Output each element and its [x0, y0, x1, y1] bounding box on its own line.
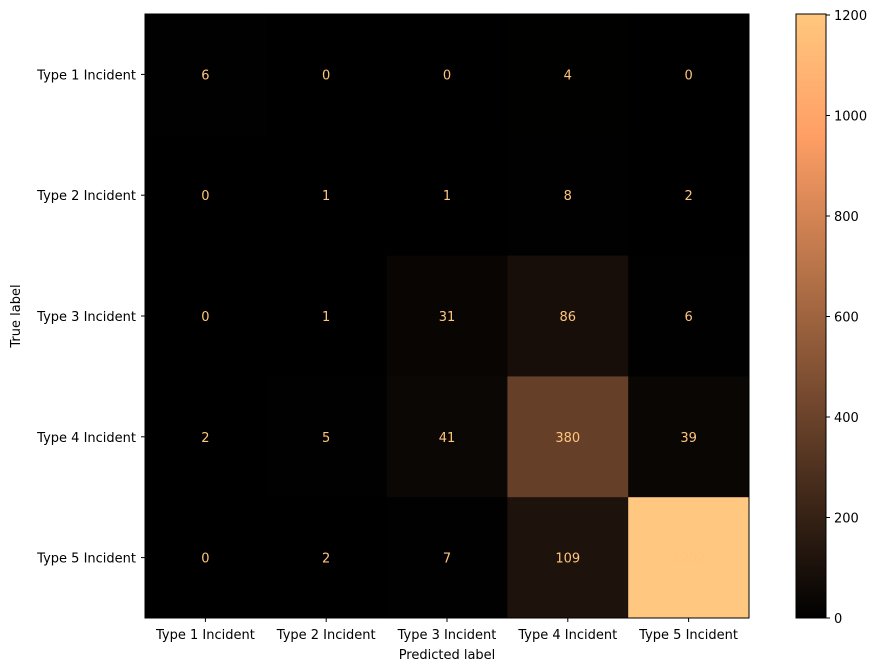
- heatmap-cell: [386, 497, 508, 619]
- cell-value-label: 5: [322, 431, 330, 446]
- heatmap-cell: [265, 376, 388, 498]
- colorbar-tick-label: 400: [834, 411, 859, 426]
- heatmap-cell: [628, 255, 750, 377]
- y-axis-label: True label: [9, 284, 24, 348]
- cell-value-label: 6: [684, 310, 692, 325]
- x-tick-label: Type 1 Incident: [155, 628, 255, 643]
- heatmap-cell: [265, 134, 388, 257]
- cell-value-label: 2: [201, 431, 209, 446]
- cell-value-label: 2: [684, 189, 692, 204]
- x-tick-label: Type 3 Incident: [397, 628, 497, 643]
- heatmap-cell: [628, 497, 750, 619]
- heatmap-cell: [628, 14, 750, 136]
- cell-value-label: 380: [555, 431, 580, 446]
- heatmap-cell: [145, 376, 267, 498]
- cell-value-label: 0: [322, 68, 330, 83]
- heatmap-cell: [386, 255, 508, 377]
- colorbar-tick-label: 1200: [834, 9, 867, 24]
- heatmap-cell: [145, 14, 267, 136]
- x-axis-label: Predicted label: [399, 648, 496, 663]
- cell-value-label: 1: [322, 189, 330, 204]
- cell-value-label: 4: [564, 68, 572, 83]
- heatmap-cell: [386, 14, 508, 136]
- x-axis-ticks: Type 1 Incident Type 2 Incident Type 3 Inc…: [155, 618, 738, 643]
- cell-value-label: 0: [443, 68, 451, 83]
- cell-value-label: 41: [439, 431, 456, 446]
- y-tick-label: Type 5 Incident: [36, 552, 136, 567]
- cell-value-label: 31: [439, 310, 456, 325]
- cell-value-label: 0: [684, 68, 692, 83]
- colorbar-ticks: 0 200 400 600 800 1000 1200: [826, 9, 867, 627]
- y-tick-label: Type 2 Incident: [36, 189, 136, 204]
- colorbar-tick-label: 1000: [834, 110, 867, 125]
- y-tick-label: Type 4 Incident: [36, 431, 136, 446]
- cell-value-label: 2: [322, 552, 330, 567]
- cell-value-label: 1: [443, 189, 451, 204]
- cell-value-label: 7: [443, 552, 451, 567]
- heatmap-cell: [265, 497, 388, 619]
- cell-value-label: 0: [201, 552, 209, 567]
- cell-value-label: 109: [555, 552, 580, 567]
- heatmap-cell: [507, 134, 629, 257]
- heatmap-cell: [628, 134, 750, 257]
- colorbar-tick-label: 800: [834, 210, 859, 225]
- heatmap-cell: [507, 376, 629, 498]
- colorbar: [795, 13, 827, 619]
- heatmap-cell: [145, 134, 267, 257]
- cell-value-label: 0: [201, 189, 209, 204]
- cell-value-label: 0: [201, 310, 209, 325]
- heatmap-cell: [628, 376, 750, 498]
- heatmap-cell: [507, 497, 629, 619]
- y-axis-ticks: Type 1 Incident Type 2 Incident Type 3 Inc…: [36, 68, 145, 567]
- y-tick-label: Type 1 Incident: [36, 68, 136, 83]
- cell-value-label: 8: [564, 189, 572, 204]
- heatmap-cell: [265, 14, 388, 136]
- cell-value-label: 1202: [672, 552, 705, 567]
- heatmap-cell: [265, 255, 388, 377]
- colorbar-tick-label: 0: [834, 612, 842, 627]
- cell-value-label: 6: [201, 68, 209, 83]
- cell-value-label: 1: [322, 310, 330, 325]
- x-tick-label: Type 5 Incident: [638, 628, 738, 643]
- heatmap-cell: [145, 497, 267, 619]
- heatmap-cell: [507, 255, 629, 377]
- heatmap-cell: [386, 134, 508, 257]
- colorbar-tick-label: 600: [834, 311, 859, 326]
- x-tick-label: Type 2 Incident: [276, 628, 376, 643]
- heatmap-cell: [145, 255, 267, 377]
- heatmap-cell: [507, 14, 629, 136]
- heatmap-cells: 6 0 0 4 0 0 1 1 8 2 0 1 31 86 6 2 5 41 380 39 0 2 7 109 1202: [145, 14, 750, 619]
- y-tick-label: Type 3 Incident: [36, 310, 136, 325]
- cell-value-label: 39: [680, 431, 697, 446]
- x-tick-label: Type 4 Incident: [517, 628, 617, 643]
- heatmap-cell: [386, 376, 508, 498]
- cell-value-label: 86: [560, 310, 577, 325]
- colorbar-tick-label: 200: [834, 512, 859, 527]
